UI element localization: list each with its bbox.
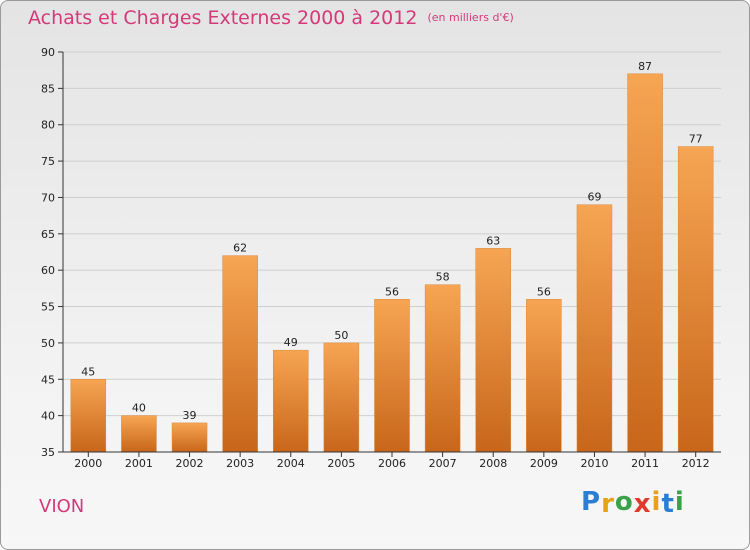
bar-2002[interactable] (171, 422, 208, 453)
logo-letter: r (601, 489, 615, 519)
bars: 45 40 39 62 49 50 56 58 63 56 69 87 77 (70, 60, 714, 453)
y-tick-label-80: 80 (41, 119, 55, 132)
value-label-2009: 56 (537, 285, 551, 298)
bar-2010[interactable] (576, 204, 613, 453)
x-tick-label-2007: 2007 (429, 457, 457, 470)
value-label-2011: 87 (638, 60, 652, 73)
value-label-2007: 58 (436, 271, 450, 284)
x-axis: 2000 2001 2002 2003 2004 2005 2006 2007 2008 2009… (63, 451, 721, 470)
value-label-2003: 62 (233, 242, 247, 255)
x-tick-label-2012: 2012 (682, 457, 710, 470)
bar-2005[interactable] (323, 342, 360, 453)
unit-note: (en milliers d'€) (427, 11, 514, 24)
x-tick-label-2009: 2009 (530, 457, 558, 470)
value-label-2002: 39 (183, 409, 197, 422)
logo-letter: x (633, 489, 652, 519)
logo-letter: i (651, 487, 662, 517)
y-tick-label-90: 90 (41, 46, 55, 59)
y-tick-label-55: 55 (41, 301, 55, 314)
y-tick-label-45: 45 (41, 373, 55, 386)
logo-letter: P (581, 487, 602, 517)
x-tick-label-2004: 2004 (277, 457, 305, 470)
y-tick-label-75: 75 (41, 155, 55, 168)
bar-2007[interactable] (424, 284, 461, 453)
x-tick-label-2005: 2005 (327, 457, 355, 470)
value-label-2012: 77 (689, 133, 703, 146)
x-tick-label-2011: 2011 (631, 457, 659, 470)
x-tick-label-2001: 2001 (125, 457, 153, 470)
bar-2003[interactable] (222, 255, 258, 453)
x-tick-label-2006: 2006 (378, 457, 406, 470)
value-label-2005: 50 (334, 329, 348, 342)
logo-letter: o (614, 487, 634, 517)
x-tick-label-2000: 2000 (74, 457, 102, 470)
y-tick-label-50: 50 (41, 337, 55, 350)
value-label-2004: 49 (284, 336, 298, 349)
x-tick-label-2008: 2008 (479, 457, 507, 470)
logo-letter: t (661, 489, 675, 519)
bar-2006[interactable] (374, 299, 410, 453)
x-tick-label-2003: 2003 (226, 457, 254, 470)
chart-title-text: Achats et Charges Externes 2000 à 2012 (28, 7, 418, 29)
value-label-2008: 63 (486, 234, 500, 247)
value-label-2006: 56 (385, 285, 399, 298)
chart-title: Achats et Charges Externes 2000 à 2012 (e… (28, 7, 514, 29)
value-label-2001: 40 (132, 402, 146, 415)
y-tick-label-40: 40 (41, 410, 55, 423)
y-axis: 35 40 45 50 55 60 65 70 75 80 85 90 (41, 46, 64, 459)
y-tick-label-85: 85 (41, 82, 55, 95)
bar-2004[interactable] (273, 349, 309, 453)
bar-2001[interactable] (121, 415, 157, 453)
bar-2011[interactable] (627, 73, 663, 453)
bar-2009[interactable] (526, 299, 562, 453)
y-tick-label-70: 70 (41, 191, 55, 204)
x-tick-label-2010: 2010 (580, 457, 608, 470)
x-tick-label-2002: 2002 (176, 457, 204, 470)
value-label-2000: 45 (81, 365, 95, 378)
logo-letter: i (674, 487, 685, 517)
bar-2000[interactable] (70, 379, 107, 453)
bar-2012[interactable] (677, 146, 714, 453)
commune-name: VION (39, 496, 85, 517)
bar-2008[interactable] (475, 248, 511, 453)
y-tick-label-65: 65 (41, 228, 55, 241)
y-tick-label-35: 35 (41, 446, 55, 459)
value-label-2010: 69 (587, 191, 601, 204)
proxiti-logo[interactable]: Proxiti (581, 487, 685, 519)
y-tick-label-60: 60 (41, 264, 55, 277)
